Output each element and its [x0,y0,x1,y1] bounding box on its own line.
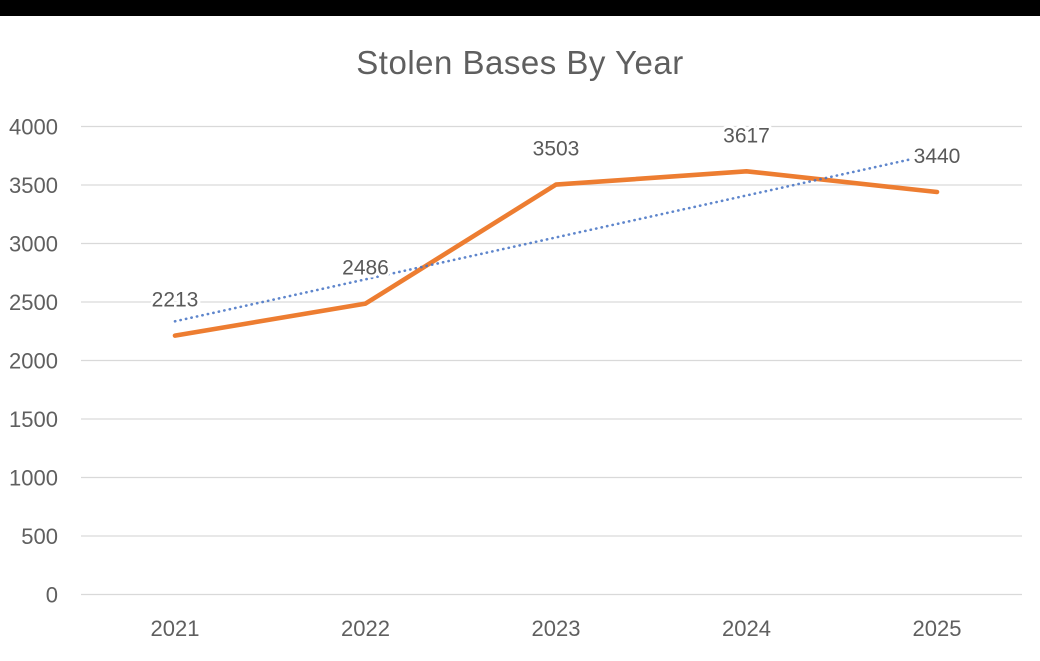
x-axis-tick-label: 2023 [532,616,581,641]
x-axis-tick-label: 2025 [913,616,962,641]
x-axis-tick-label: 2022 [341,616,390,641]
y-axis-tick-label: 500 [21,524,58,549]
y-axis-tick-label: 0 [46,583,58,608]
y-axis-tick-label: 1000 [9,466,58,491]
data-label: 3440 [914,145,961,168]
series-line [172,169,940,338]
y-axis-tick-label: 4000 [9,115,58,140]
data-label: 3617 [723,124,770,147]
x-axis-tick-label: 2021 [151,616,200,641]
y-axis-tick-label: 3000 [9,232,58,257]
data-label: 2213 [152,289,199,312]
top-black-bar [0,0,1040,16]
trendline [173,152,939,323]
y-axis-tick-label: 2000 [9,349,58,374]
chart-title: Stolen Bases By Year [356,44,684,81]
data-label: 2486 [342,257,389,280]
y-axis-tick-label: 1500 [9,407,58,432]
x-axis-tick-label: 2024 [722,616,771,641]
y-axis-tick-label: 3500 [9,173,58,198]
y-axis-tick-label: 2500 [9,290,58,315]
data-label: 3503 [533,138,580,161]
